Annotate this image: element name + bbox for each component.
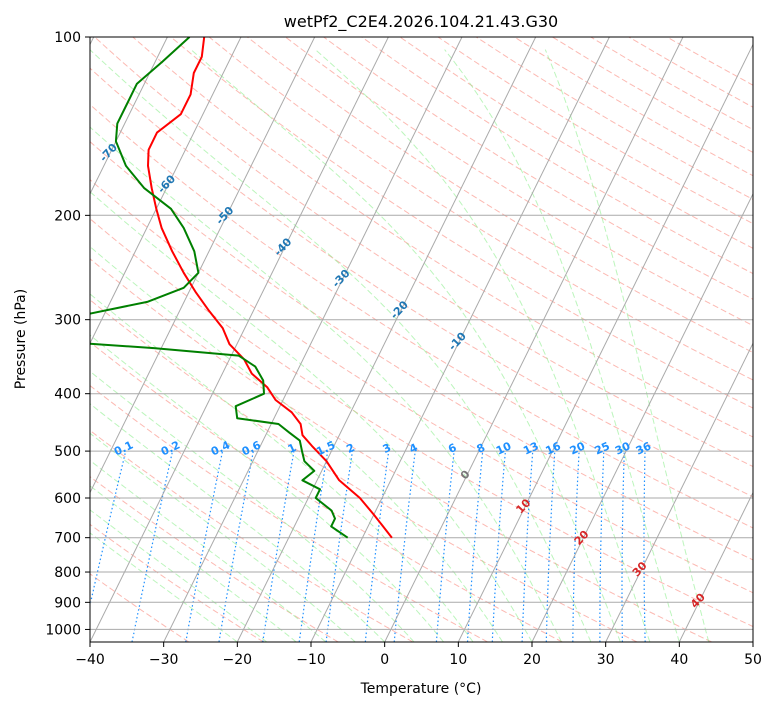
mixing-ratio-line (325, 451, 354, 642)
moist-adiabat (314, 49, 651, 642)
y-tick-label: 100 (54, 30, 81, 46)
isotherms (90, 37, 753, 642)
y-tick-label: 1000 (45, 622, 81, 638)
moist-adiabat (90, 432, 356, 642)
dry-adiabat (90, 341, 563, 642)
isotherm (678, 491, 753, 642)
mixing-ratio-line (466, 451, 484, 642)
moist-adiabat (444, 49, 680, 642)
mixing-ratio-line (90, 450, 127, 609)
dry-adiabat (285, 37, 753, 327)
dry-adiabat (90, 103, 753, 529)
y-tick-label: 200 (54, 208, 81, 224)
moist-adiabat (90, 246, 503, 642)
isotherm (90, 37, 168, 196)
moist-adiabats (90, 49, 710, 642)
temperature-profile (147, 37, 393, 539)
dry-adiabat (132, 37, 753, 438)
pressure-gridlines (90, 37, 753, 630)
mixing-ratio-label: 10 (494, 439, 514, 457)
y-tick-label: 900 (54, 595, 81, 611)
dry-adiabat (90, 573, 190, 642)
mixing-ratio-line (262, 451, 295, 642)
moist-adiabat (90, 485, 297, 642)
y-tick-label: 500 (54, 444, 81, 460)
moist-adiabat (190, 49, 621, 642)
dry-adiabat (90, 523, 264, 642)
x-tick-label: 40 (670, 652, 688, 668)
mixing-ratio-label: 36 (634, 439, 654, 457)
moist-adiabat (90, 293, 474, 642)
mixing-ratio-line (435, 451, 455, 642)
plot-frame (89, 36, 754, 643)
y-axis: 100 200 300 400 500 600 700 800 900 1000 (45, 30, 90, 638)
dry-adiabat (208, 37, 753, 381)
dewpoint-profile (90, 37, 349, 539)
x-tick-label: 20 (523, 652, 541, 668)
chart-title: wetPf2_C2E4.2026.104.21.43.G30 (284, 12, 558, 32)
isotherm (90, 37, 389, 642)
moist-adiabat (90, 370, 415, 642)
x-tick-label: −40 (75, 652, 105, 668)
x-tick-label: 50 (744, 652, 762, 668)
mixing-ratio-line (298, 451, 329, 642)
isotherm (163, 37, 463, 642)
mixing-ratio-label: 13 (521, 439, 540, 457)
y-tick-label: 300 (54, 313, 81, 329)
dry-adiabat (90, 475, 339, 642)
x-tick-label: 30 (597, 652, 615, 668)
mixing-ratio-label: 20 (568, 439, 588, 457)
x-axis: −40 −30 −20 −10 0 10 20 30 40 50 (75, 642, 762, 668)
profile-lines (90, 37, 393, 539)
moist-adiabat (544, 49, 710, 642)
dry-adiabat (90, 384, 488, 642)
mixing-ratio-line (364, 451, 390, 642)
mixing-ratio-lines (90, 450, 646, 642)
isotherm (90, 37, 316, 494)
moist-adiabat (90, 459, 327, 642)
y-tick-label: 600 (54, 491, 81, 507)
dry-adiabat (90, 218, 753, 628)
y-tick-label: 700 (54, 531, 81, 547)
isotherm (90, 37, 242, 345)
mixing-ratio-line (131, 450, 174, 642)
isotherm (384, 37, 684, 642)
isotherm (236, 37, 537, 642)
x-tick-label: 10 (449, 652, 467, 668)
moist-adiabat (90, 126, 562, 642)
moist-adiabat (90, 191, 533, 642)
mixing-ratio-label: 30 (613, 439, 633, 457)
x-tick-label: −10 (296, 652, 326, 668)
x-axis-label: Temperature (°C) (360, 681, 482, 697)
moist-adiabat (90, 334, 444, 642)
dry-adiabat (90, 299, 638, 642)
y-tick-label: 800 (54, 565, 81, 581)
mixing-ratio-label: 25 (593, 439, 612, 457)
moist-adiabat (90, 49, 592, 642)
isotherm (605, 342, 753, 642)
mixing-ratio-label: 16 (544, 439, 564, 457)
mixing-ratio-line (393, 451, 416, 642)
x-tick-label: −30 (149, 652, 179, 668)
y-axis-label: Pressure (hPa) (13, 289, 29, 389)
isotherm (310, 37, 610, 642)
x-tick-label: −20 (223, 652, 253, 668)
dry-adiabat (90, 67, 753, 498)
dry-adiabat (90, 258, 712, 642)
y-tick-label: 400 (54, 387, 81, 403)
x-tick-label: 0 (380, 652, 389, 668)
isotherm (457, 43, 753, 642)
dry-adiabat (90, 179, 753, 594)
isotherm (531, 192, 753, 642)
